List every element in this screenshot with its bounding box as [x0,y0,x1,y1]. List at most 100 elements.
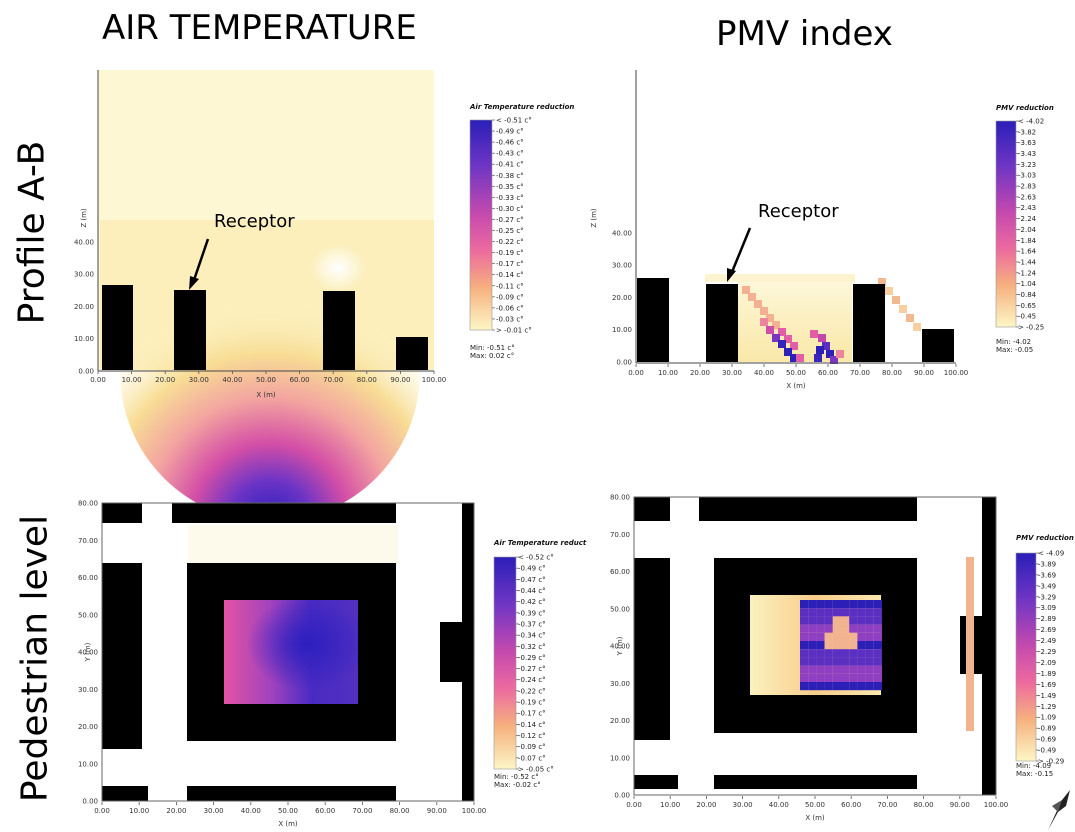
pmv-cell [800,657,809,666]
pmv-cell [857,624,866,633]
y-tick-label: 20.00 [74,303,94,311]
pmv-cell [841,608,850,617]
pmv-cell [766,326,774,334]
legend-label: -3.49 [1038,582,1056,590]
building [174,290,206,370]
pmv-cell [742,286,750,294]
legend-label: < -4.02 [1018,118,1044,126]
pmv-cell [873,600,882,609]
legend-label: -0.42 c° [518,598,546,606]
field-top-band [705,274,855,282]
pmv-cell [849,632,858,641]
pmv-cell [832,624,841,633]
building [323,291,355,370]
legend-label: -0.06 c° [496,304,524,312]
x-tick-label: 70.00 [352,807,372,815]
x-tick-label: 30.00 [733,801,753,809]
y-tick-label: 80.00 [78,500,98,508]
y-tick-label: 70.00 [78,537,98,545]
courtyard-core [224,600,358,704]
pmv-cell [841,616,850,625]
x-axis-label: X (m) [256,391,276,399]
legend-label: -0.07 c° [518,754,546,762]
legend-label: > -0.05 c° [518,766,554,774]
pmv-cell [865,665,874,674]
pmv-cell [832,600,841,609]
pmv-cell [790,354,798,362]
pmv-cell [841,632,850,641]
legend-label: -0.49 [1038,747,1056,755]
pmv-cell [816,616,825,625]
pmv-cell [822,342,830,350]
legend-label: -3.89 [1038,560,1056,568]
legend-label: -0.24 c° [518,676,546,684]
legend-label: -0.14 c° [496,271,524,279]
x-tick-label: 70.00 [323,376,343,384]
x-tick-label: 60.00 [290,376,310,384]
pmv-cell [760,318,768,326]
legend-label: -0.43 c° [496,150,524,158]
x-tick-label: 0.00 [628,369,644,377]
x-tick-label: 10.00 [129,807,149,815]
pmv-cell [865,673,874,682]
legend-label: -0.22 c° [496,238,524,246]
pmv-cell [816,608,825,617]
axes-group: 0.00 10.00 20.00 30.00 40.00 50.00 60.00 70.00 8… [78,500,486,829]
legend-title: PMV reduction [1016,534,1074,542]
pmv-cell [800,608,809,617]
x-tick-label: 30.00 [204,807,224,815]
legend-label: -0.11 c° [496,282,524,290]
x-tick-label: 20.00 [166,807,186,815]
legend-title: Air Temperature reduct [493,539,587,547]
legend-label: -0.89 [1038,725,1056,733]
y-tick-label: 0.00 [78,368,94,376]
legend-label: -2.29 [1038,648,1056,656]
pmv-cell [878,278,886,286]
pmv-cell [857,665,866,674]
pmv-cell [808,616,817,625]
legend-label: -2.04 [1018,226,1037,234]
pmv-cell [808,632,817,641]
x-tick-label: 50.00 [256,376,276,384]
pmv-cell [754,300,762,308]
x-tick-label: 40.00 [222,376,242,384]
legend-label: -0.19 c° [496,249,524,257]
x-tick-label: 80.00 [914,801,934,809]
legend-label: -2.09 [1038,659,1056,667]
receptor-arrow-head [189,276,199,290]
legend-label: -0.29 c° [518,654,546,662]
x-tick-label: 40.00 [769,801,789,809]
legend-label: -0.47 c° [518,576,546,584]
x-tick-label: 30.00 [722,369,742,377]
pmv-cell [808,657,817,666]
legend-label: -2.49 [1038,637,1056,645]
x-axis-label: X (m) [278,820,298,828]
axes-group: 0.00 10.00 20.00 30.00 40.00 50.00 60.00 70.00 8… [74,208,446,399]
x-axis-label: X (m) [786,382,806,390]
x-tick-label: 10.00 [658,369,678,377]
pmv-cell [849,600,858,609]
x-tick-label: 0.00 [94,807,110,815]
legend-label: -0.22 c° [518,687,546,695]
legend-label: -1.04 [1018,280,1037,288]
pmv-cell [857,600,866,609]
building [922,329,954,362]
legend-label: -0.19 c° [518,699,546,707]
pmv-cell [873,673,882,682]
legend-label: > -0.29 [1038,758,1064,766]
y-tick-label: 50.00 [78,611,98,619]
y-tick-label: 40.00 [610,643,630,651]
pmv-cell [748,293,756,301]
x-tick-label: 100.00 [984,801,1009,809]
y-axis-label: Y (m) [616,636,624,656]
panel-air-temp-profile: Receptor 0.00 10.00 20.00 30.00 40.00 50.00 60… [74,70,574,522]
pmv-cell [824,649,833,658]
pmv-cell [849,649,858,658]
legend-label: -3.63 [1018,139,1036,147]
pmv-cell [832,682,841,691]
pmv-cell [824,673,833,682]
legend-label: < -4.09 [1038,550,1064,558]
legend-label: -3.03 [1018,172,1036,180]
x-tick-label: 80.00 [882,369,902,377]
legend-label: -2.89 [1038,615,1056,623]
